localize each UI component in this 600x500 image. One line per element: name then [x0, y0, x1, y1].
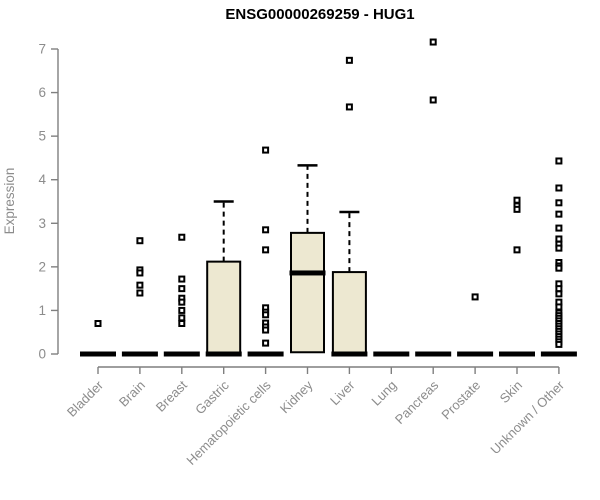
outlier-point — [345, 56, 353, 64]
y-tick-label-5: 5 — [38, 129, 46, 144]
outlier-point — [429, 38, 437, 46]
median-line — [540, 351, 577, 357]
outlier-point — [178, 314, 186, 322]
outlier-point — [262, 226, 270, 234]
outlier-point — [555, 210, 563, 218]
boxplot-pancreas — [415, 38, 452, 357]
boxplot-bladder — [80, 320, 116, 357]
x-tick-label-gastric: Gastric — [192, 377, 232, 417]
outlier-point — [262, 311, 270, 319]
outlier-point — [555, 157, 563, 165]
median-line — [205, 351, 242, 357]
median-line — [415, 351, 452, 357]
boxplot-brain — [121, 237, 158, 357]
x-tick-label-kidney: Kidney — [277, 377, 316, 416]
outlier-point — [178, 233, 186, 241]
outlier-point — [136, 289, 144, 297]
x-tick-label-lung: Lung — [368, 378, 399, 409]
boxplot-lung — [373, 351, 410, 357]
outlier-point — [513, 196, 521, 204]
x-tick-label-brain: Brain — [116, 378, 148, 410]
boxplot-skin — [499, 196, 535, 357]
outlier-point — [555, 340, 563, 348]
y-tick-label-3: 3 — [38, 216, 46, 231]
y-tick-label-7: 7 — [38, 42, 46, 57]
boxplot-hematopoietic-cells — [247, 146, 284, 357]
outlier-point — [555, 303, 563, 311]
x-tick-label-breast: Breast — [153, 377, 190, 414]
outlier-point — [471, 293, 479, 301]
x-tick-label-unknown-other: Unknown / Other — [487, 377, 567, 457]
chart-title: ENSG00000269259 - HUG1 — [225, 6, 414, 23]
outlier-point — [178, 275, 186, 283]
outlier-point — [345, 103, 353, 111]
y-axis-title: Expression — [2, 168, 17, 235]
outlier-point — [513, 205, 521, 213]
median-line — [121, 351, 158, 357]
y-tick-label-0: 0 — [38, 347, 46, 362]
iqr-box — [331, 271, 367, 356]
outlier-point — [262, 146, 270, 154]
outlier-point — [555, 244, 563, 252]
outlier-point — [178, 306, 186, 314]
x-tick-label-pancreas: Pancreas — [392, 377, 442, 427]
outlier-point — [262, 339, 270, 347]
median-line — [247, 351, 284, 357]
boxplot-breast — [163, 233, 200, 357]
boxplot-unknown-other — [540, 157, 577, 357]
boxplot-prostate — [457, 293, 494, 357]
outlier-point — [513, 246, 521, 254]
iqr-box — [290, 231, 325, 354]
median-line — [331, 351, 368, 357]
outlier-point — [94, 320, 102, 327]
y-axis: 0 1 2 3 4 5 6 7 — [38, 42, 59, 362]
y-tick-label-4: 4 — [38, 172, 46, 187]
outlier-point — [136, 281, 144, 289]
median-line — [457, 351, 494, 357]
median-line — [163, 351, 200, 357]
boxplot-gastric — [205, 200, 242, 357]
outlier-point — [136, 237, 144, 245]
boxplot-kidney — [289, 164, 326, 354]
median-line — [289, 270, 326, 276]
x-tick-label-skin: Skin — [497, 378, 525, 406]
outlier-point — [555, 290, 563, 298]
outlier-point — [555, 199, 563, 207]
y-tick-label-6: 6 — [38, 85, 46, 100]
outlier-point — [178, 320, 186, 327]
outlier-point — [555, 224, 563, 232]
y-tick-label-1: 1 — [38, 303, 46, 318]
outlier-point — [429, 96, 437, 104]
outlier-point — [262, 326, 270, 334]
outlier-point — [136, 269, 144, 277]
x-tick-label-bladder: Bladder — [64, 377, 107, 420]
x-tick-label-prostate: Prostate — [438, 378, 483, 423]
outlier-point — [555, 264, 563, 272]
boxplot-liver — [331, 56, 368, 357]
outlier-point — [178, 298, 186, 306]
outlier-point — [178, 285, 186, 293]
y-tick-label-2: 2 — [38, 259, 46, 274]
outlier-point — [262, 246, 270, 254]
median-line — [373, 351, 410, 357]
iqr-box — [206, 260, 242, 355]
median-line — [80, 351, 116, 357]
x-tick-label-liver: Liver — [327, 377, 358, 408]
outlier-point — [555, 184, 563, 192]
median-line — [499, 351, 535, 357]
